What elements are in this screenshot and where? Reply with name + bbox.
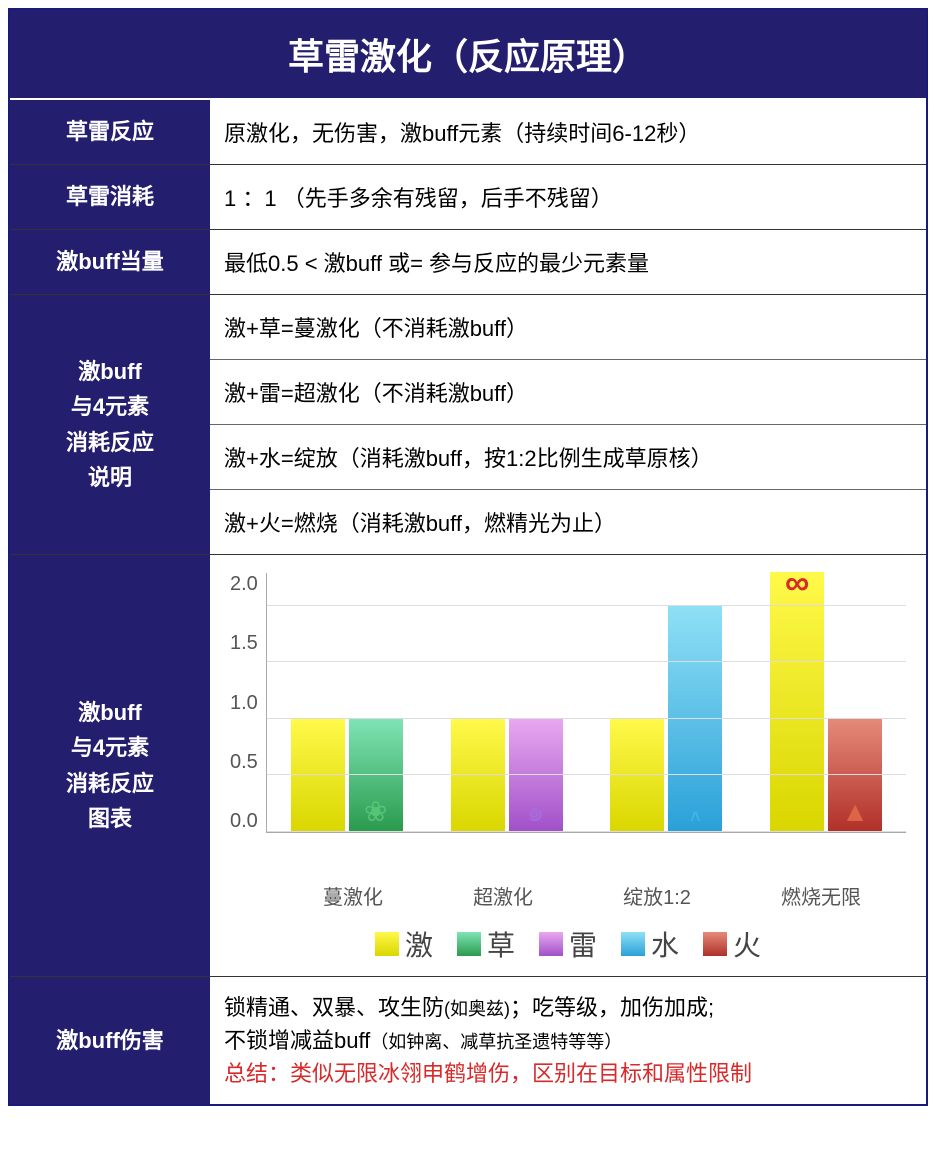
legend-item: 雷 [539, 924, 597, 964]
desc-line: 激+草=蔓激化（不消耗激buff） [210, 295, 926, 360]
chart-y-tick: 1.5 [230, 632, 258, 655]
chart-bar-group: ๑ [451, 719, 563, 832]
table-row: 激buff 与4元素 消耗反应 说明 激+草=蔓激化（不消耗激buff） 激+雷… [10, 295, 926, 555]
chart-gridline [267, 605, 906, 606]
chart-legend: 激草雷水火 [230, 924, 906, 964]
legend-label: 水 [651, 924, 679, 964]
desc-line: 激+雷=超激化（不消耗激buff） [210, 360, 926, 425]
chart-bar [291, 719, 345, 832]
legend-item: 火 [703, 924, 761, 964]
chart-bar [610, 719, 664, 832]
desc-text: 激+水=绽放（消耗激buff，按1:2比例生成草原核） [224, 446, 713, 471]
chart-bar-group: ∞▲ [770, 572, 882, 832]
chart-y-tick: 0.5 [230, 751, 258, 774]
legend-swatch [539, 932, 563, 956]
legend-swatch [457, 932, 481, 956]
legend-item: 激 [375, 924, 433, 964]
row-value-desc: 激+草=蔓激化（不消耗激buff） 激+雷=超激化（不消耗激buff） 激+水=… [210, 295, 926, 554]
chart-bar: ❀ [349, 719, 403, 832]
chart-bar: ๑ [509, 719, 563, 832]
legend-label: 雷 [569, 924, 597, 964]
table-row: 草雷反应 原激化，无伤害，激buff元素（持续时间6-12秒） [10, 100, 926, 165]
chart-gridline [267, 774, 906, 775]
table-row: 激buff当量 最低0.5 < 激buff 或= 参与反应的最少元素量 [10, 230, 926, 295]
dmg-text: 锁精通、双暴、攻生防 [224, 995, 444, 1020]
legend-label: 草 [487, 924, 515, 964]
row-value-reaction: 原激化，无伤害，激buff元素（持续时间6-12秒） [210, 100, 926, 164]
damage-summary: 总结：类似无限冰翎申鹤增伤，区别在目标和属性限制 [224, 1057, 912, 1090]
legend-label: 激 [405, 924, 433, 964]
damage-line: 锁精通、双暴、攻生防(如奥兹)；吃等级，加伤加成; [224, 991, 912, 1024]
legend-swatch [375, 932, 399, 956]
chart-bar: ∞ [770, 572, 824, 832]
chart-gridline [267, 661, 906, 662]
element-icon: ❀ [364, 798, 387, 826]
chart-x-label: 蔓激化 [323, 881, 383, 910]
row-label-desc: 激buff 与4元素 消耗反应 说明 [10, 295, 210, 554]
chart-x-label: 绽放1:2 [623, 881, 691, 910]
element-icon: ▲ [841, 798, 869, 826]
chart-bar: ▲ [828, 719, 882, 832]
infographic-table: 草雷激化（反应原理） 草雷反应 原激化，无伤害，激buff元素（持续时间6-12… [8, 8, 928, 1106]
element-icon: ៱ [689, 798, 701, 826]
chart-y-axis: 2.0 1.5 1.0 0.5 0.0 [230, 573, 266, 833]
chart-gridline [267, 831, 906, 832]
table-row: 激buff 与4元素 消耗反应 图表 2.01.51.00.50.0 ❀๑៱∞▲… [10, 555, 926, 977]
chart-container: 2.01.51.00.50.0 ❀๑៱∞▲ 蔓激化超激化绽放1:2燃烧无限 激草… [210, 555, 926, 976]
chart-y-tick: 0.0 [230, 810, 258, 833]
row-label-equivalent: 激buff当量 [10, 230, 210, 294]
desc-line: 激+水=绽放（消耗激buff，按1:2比例生成草原核） [210, 425, 926, 490]
legend-label: 火 [733, 924, 761, 964]
row-label-chart: 激buff 与4元素 消耗反应 图表 [10, 555, 210, 976]
chart-bar-group: ❀ [291, 719, 403, 832]
chart-gridline [267, 718, 906, 719]
chart-x-label: 超激化 [473, 881, 533, 910]
dmg-text-small: (如奥兹) [444, 999, 510, 1019]
element-icon: ๑ [527, 798, 545, 826]
dmg-text-small: （如钟离、减草抗圣遗特等等） [370, 1032, 622, 1052]
chart-bars: ❀๑៱∞▲ [267, 573, 906, 832]
chart-plot: ❀๑៱∞▲ [266, 573, 906, 833]
row-label-reaction: 草雷反应 [10, 100, 210, 164]
table-row: 激buff伤害 锁精通、双暴、攻生防(如奥兹)；吃等级，加伤加成; 不锁增减益b… [10, 977, 926, 1104]
page-title: 草雷激化（反应原理） [10, 10, 926, 100]
legend-item: 水 [621, 924, 679, 964]
damage-line: 不锁增减益buff（如钟离、减草抗圣遗特等等） [224, 1024, 912, 1057]
infinity-mark: ∞ [785, 566, 809, 600]
row-label-damage: 激buff伤害 [10, 977, 210, 1104]
row-value-equivalent: 最低0.5 < 激buff 或= 参与反应的最少元素量 [210, 230, 926, 294]
legend-swatch [621, 932, 645, 956]
row-label-consume: 草雷消耗 [10, 165, 210, 229]
chart-x-labels: 蔓激化 超激化 绽放1:2 燃烧无限 [278, 881, 906, 910]
dmg-text: ；吃等级，加伤加成; [510, 995, 714, 1020]
chart-x-label: 燃烧无限 [781, 881, 861, 910]
chart-y-tick: 1.0 [230, 692, 258, 715]
legend-swatch [703, 932, 727, 956]
table-row: 草雷消耗 1 ：1 （先手多余有残留，后手不残留） [10, 165, 926, 230]
chart-area: 2.01.51.00.50.0 ❀๑៱∞▲ [230, 573, 906, 873]
row-value-consume: 1 ：1 （先手多余有残留，后手不残留） [210, 165, 926, 229]
legend-item: 草 [457, 924, 515, 964]
desc-line: 激+火=燃烧（消耗激buff，燃精光为止） [210, 490, 926, 554]
chart-y-tick: 2.0 [230, 573, 258, 596]
dmg-text: 不锁增减益buff [224, 1028, 370, 1053]
chart-bar [451, 719, 505, 832]
row-value-damage: 锁精通、双暴、攻生防(如奥兹)；吃等级，加伤加成; 不锁增减益buff（如钟离、… [210, 977, 926, 1104]
